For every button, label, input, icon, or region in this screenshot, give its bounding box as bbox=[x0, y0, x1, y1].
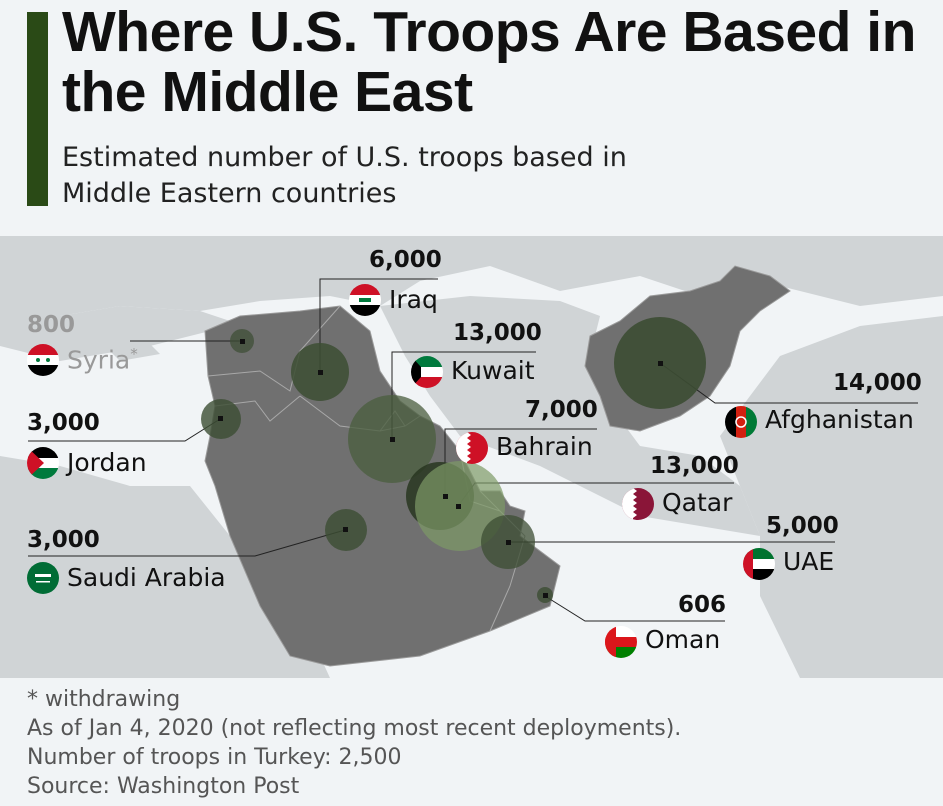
footnote-withdrawing: * withdrawing bbox=[27, 687, 181, 712]
land-africa bbox=[0, 456, 330, 678]
accent-bar bbox=[27, 12, 48, 206]
syria-label: Syria* bbox=[67, 345, 138, 375]
land-anatolia bbox=[0, 236, 230, 361]
iraq-label: Iraq bbox=[389, 285, 438, 314]
uae-value: 5,000 bbox=[766, 513, 839, 539]
iraq-flag-icon bbox=[349, 284, 381, 316]
kuwait-value: 13,000 bbox=[453, 320, 542, 346]
qatar-label: Qatar bbox=[662, 488, 733, 517]
kuwait-label: Kuwait bbox=[451, 356, 535, 385]
uae-flag-icon bbox=[743, 548, 775, 580]
afghanistan-flag-icon bbox=[725, 406, 757, 438]
bahrain-flag-icon bbox=[456, 432, 488, 464]
middle-east-map bbox=[0, 236, 943, 678]
saudi-flag-icon bbox=[27, 562, 59, 594]
jordan-label: Jordan bbox=[67, 448, 147, 477]
bahrain-value: 7,000 bbox=[525, 397, 598, 423]
saudi-label: Saudi Arabia bbox=[67, 563, 226, 592]
bahrain-label: Bahrain bbox=[496, 432, 593, 461]
oman-flag-icon bbox=[605, 626, 637, 658]
bubble-centers bbox=[218, 339, 663, 598]
footnote-date: As of Jan 4, 2020 (not reflecting most r… bbox=[27, 716, 682, 741]
syria-flag-icon bbox=[27, 344, 59, 376]
footnote-turkey: Number of troops in Turkey: 2,500 bbox=[27, 745, 402, 770]
jordan-value: 3,000 bbox=[27, 410, 100, 436]
land-cyprus bbox=[110, 344, 160, 361]
jordan-flag-icon bbox=[27, 447, 59, 479]
qatar-flag-icon bbox=[622, 488, 654, 520]
footer-notes: * withdrawing As of Jan 4, 2020 (not ref… bbox=[27, 685, 681, 801]
page-title: Where U.S. Troops Are Based in the Middl… bbox=[62, 0, 916, 124]
source-note: Source: Washington Post bbox=[27, 774, 300, 799]
land-north bbox=[0, 236, 943, 316]
saudi-value: 3,000 bbox=[27, 527, 100, 553]
qatar-value: 13,000 bbox=[650, 453, 739, 479]
oman-label: Oman bbox=[645, 625, 721, 654]
land-iran bbox=[380, 296, 760, 536]
uae-label: UAE bbox=[783, 547, 835, 576]
afghanistan-label: Afghanistan bbox=[765, 405, 914, 434]
syria-value: 800 bbox=[27, 312, 76, 338]
land-pakistan-india bbox=[720, 316, 943, 678]
kuwait-flag-icon bbox=[411, 356, 443, 388]
afghanistan-value: 14,000 bbox=[833, 370, 922, 396]
page-subtitle: Estimated number of U.S. troops based in… bbox=[62, 142, 627, 209]
oman-value: 606 bbox=[678, 592, 727, 618]
iraq-value: 6,000 bbox=[369, 247, 442, 273]
